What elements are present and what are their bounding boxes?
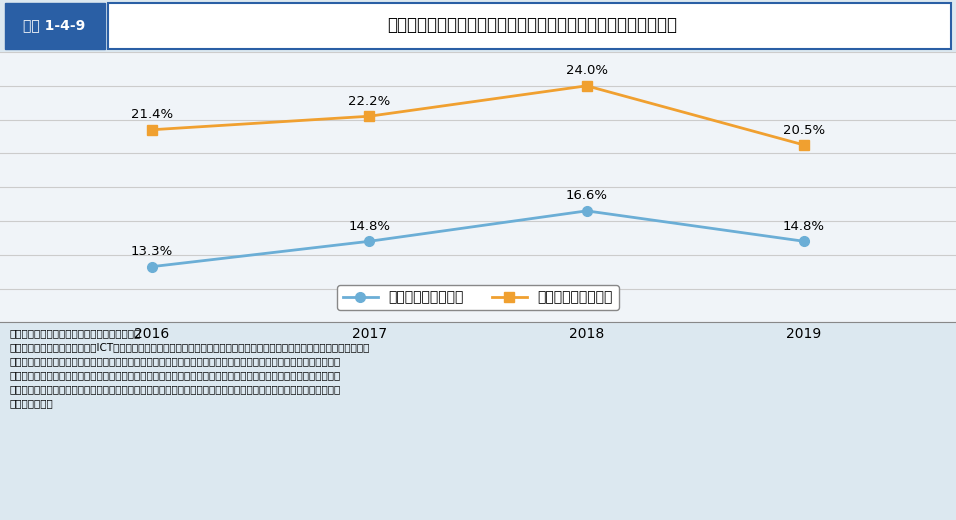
Text: 20.5%: 20.5%: [783, 123, 825, 136]
FancyBboxPatch shape: [108, 3, 951, 49]
Text: 14.8%: 14.8%: [348, 220, 390, 233]
Text: 雇用型就業者・自営型就業者におけるテレワーカーの割合の推移: 雇用型就業者・自営型就業者におけるテレワーカーの割合の推移: [387, 16, 678, 34]
Text: 16.6%: 16.6%: [566, 189, 608, 202]
Text: 22.2%: 22.2%: [348, 95, 390, 108]
Text: 24.0%: 24.0%: [566, 64, 608, 77]
Text: 14.8%: 14.8%: [783, 220, 825, 233]
Text: 21.4%: 21.4%: [131, 108, 173, 121]
Text: 13.3%: 13.3%: [131, 245, 173, 258]
Text: 資料：国土交通省「テレワーク人口実態調査」
（注）　「テレワーク」とは「ICT（情報通信技術）等を活用し、普段仕事を行う事業所・仕事場とは違う場所で仕事をするこ: 資料：国土交通省「テレワーク人口実態調査」 （注） 「テレワーク」とは「ICT（…: [10, 328, 370, 408]
FancyBboxPatch shape: [5, 3, 105, 49]
Text: 図表 1-4-9: 図表 1-4-9: [23, 18, 86, 32]
Legend: 雇用型テレワーカー, 自営型テレワーカー: 雇用型テレワーカー, 自営型テレワーカー: [337, 285, 619, 310]
